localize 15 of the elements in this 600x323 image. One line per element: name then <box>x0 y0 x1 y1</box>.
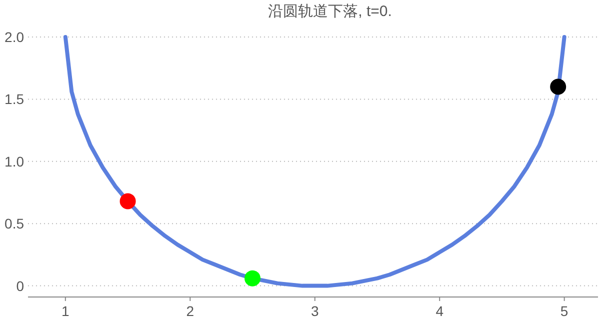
line-series <box>63 35 566 288</box>
x-tick-label: 2 <box>186 303 194 319</box>
y-tick-label: 0 <box>16 278 24 294</box>
y-tick-label: 1.0 <box>4 153 24 170</box>
point <box>244 270 261 286</box>
chart-title: 沿圆轨道下落, t=0. <box>268 3 392 20</box>
y-tick-label: 2.0 <box>4 29 24 45</box>
x-tick-label: 5 <box>560 303 568 319</box>
point <box>120 193 136 210</box>
x-tick-label: 1 <box>62 303 70 319</box>
y-tick-label: 1.5 <box>4 91 24 108</box>
point <box>550 78 566 95</box>
y-tick-label: 0.5 <box>4 216 24 232</box>
x-tick-label: 3 <box>310 303 319 319</box>
x-tick-label: 4 <box>436 303 444 319</box>
